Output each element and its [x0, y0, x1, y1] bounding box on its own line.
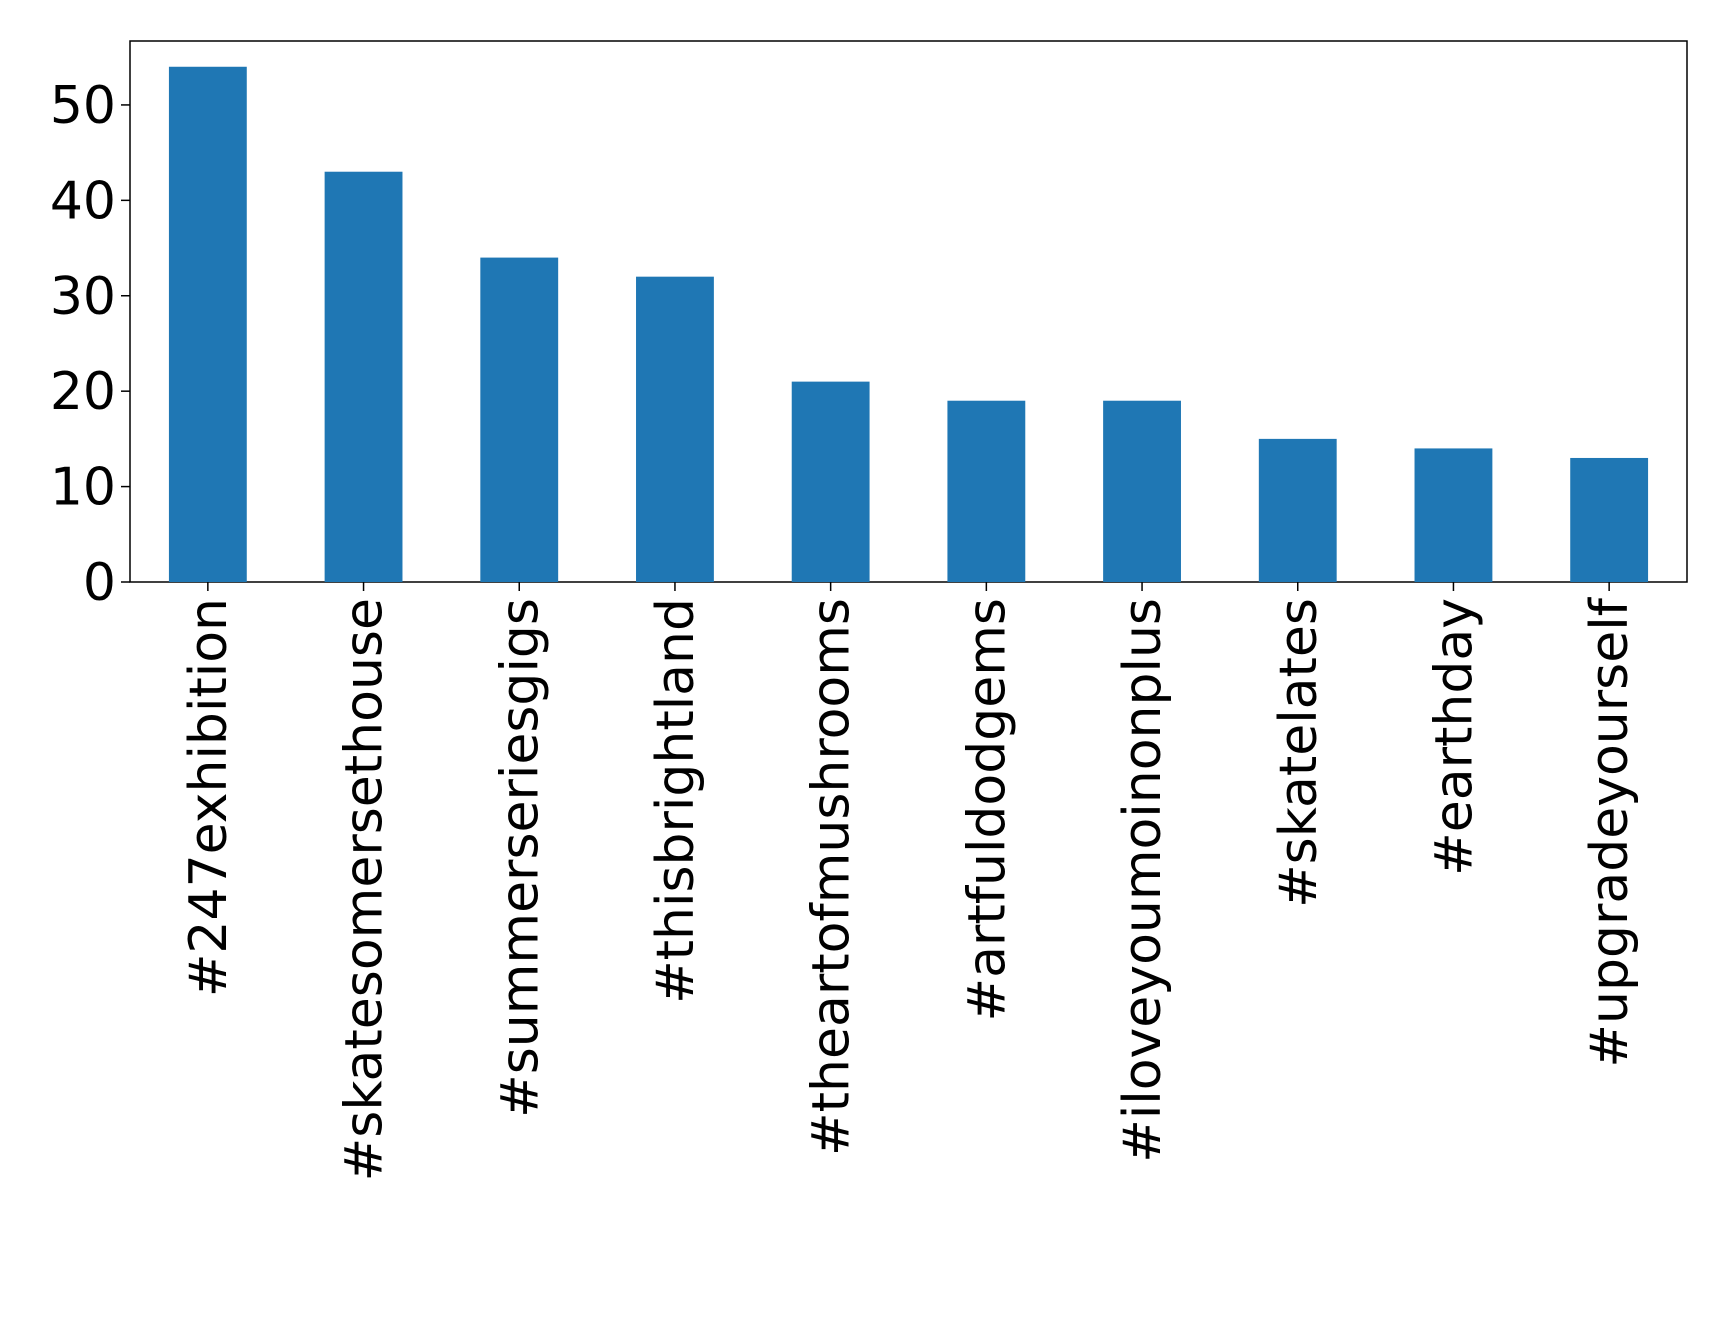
bar [168, 66, 247, 582]
bar [1570, 457, 1649, 582]
y-tick-label: 10 [50, 458, 116, 518]
x-tick-label: #upgradeyourself [1580, 596, 1640, 1067]
bar [480, 257, 559, 582]
bar [947, 400, 1026, 582]
x-tick-label: #artfuldodgems [957, 598, 1017, 1022]
x-tick-label: #247exhibition [179, 598, 239, 997]
y-tick-label: 40 [50, 171, 116, 231]
x-tick-label: #thisbrightland [646, 598, 706, 1004]
y-tick-label: 0 [83, 553, 116, 613]
y-tick-label: 50 [50, 76, 116, 136]
bar [636, 276, 714, 582]
x-tick-label: #summerseriesgigs [490, 598, 550, 1118]
x-tick-label: #skatelates [1269, 598, 1329, 908]
x-tick-label: #theartofmushrooms [802, 598, 862, 1156]
bar [1103, 400, 1181, 582]
x-tick-label: #earthday [1424, 598, 1484, 876]
bar [324, 171, 403, 582]
bar [1258, 438, 1337, 582]
x-tick-label: #skatesomersethouse [335, 598, 395, 1181]
y-tick-label: 30 [50, 267, 116, 327]
plot-frame [129, 40, 1688, 583]
bar [1414, 448, 1493, 582]
y-tick-label: 20 [50, 362, 116, 422]
x-tick-label: #iloveyoumoinonplus [1113, 598, 1173, 1163]
bar [791, 381, 870, 582]
